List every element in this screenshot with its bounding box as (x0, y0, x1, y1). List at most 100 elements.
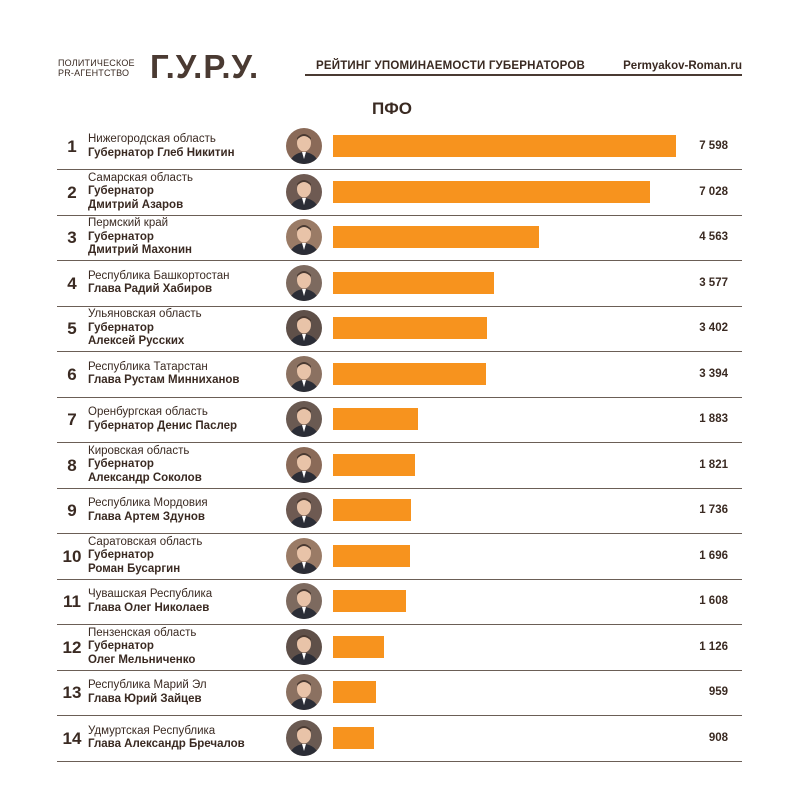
value-bar (333, 453, 415, 476)
value-bar (333, 544, 410, 567)
value-label: 1 608 (699, 595, 728, 607)
row-divider (57, 624, 742, 625)
value-label: 1 821 (699, 458, 728, 471)
ranking-row: 2 Самарская область Губернатор Дмитрий Азар… (57, 170, 742, 216)
value-label: 3 402 (699, 322, 728, 334)
value-bar (333, 362, 486, 385)
row-text: Республика Башкортостан Глава Радий Хабир… (88, 261, 288, 306)
official-name: Глава Рустам Минниханов (88, 374, 240, 386)
row-divider (57, 396, 742, 398)
official-name: Дмитрий Азаров (88, 198, 184, 211)
ranking-row: 7 Оренбургская область Губернатор Денис Па… (57, 397, 742, 443)
value-label: 1 883 (699, 413, 728, 425)
value-bar (333, 681, 376, 703)
value-label: 1 736 (699, 504, 728, 516)
site-link[interactable]: Permyakov-Roman.ru (623, 60, 742, 72)
row-text: Республика Марий Эл Глава Юрий Зайцев (88, 670, 288, 715)
region-name: Нижегородская область (88, 133, 216, 145)
rank-number: 4 (67, 273, 77, 293)
chart-title: ПФО (372, 99, 412, 118)
official-photo (286, 628, 322, 665)
official-name: Алексей Русских (88, 335, 185, 348)
official-photo (286, 719, 322, 756)
ranking-row: 14 Удмуртская Республика Глава Александр Б… (57, 716, 742, 762)
official-name: Губернатор Денис Паслер (88, 419, 238, 432)
official-photo (286, 401, 322, 437)
row-divider (57, 442, 742, 443)
row-text: Кировская область Губернатор Александр Сок… (88, 443, 288, 488)
official-photo (286, 173, 322, 210)
region-name: Кировская область (88, 444, 190, 457)
official-name: Губернатор (88, 640, 154, 653)
row-divider (57, 578, 742, 580)
official-name: Олег Мельниченко (88, 653, 196, 666)
official-name: Роман Бусаргин (88, 562, 181, 575)
agency-line-2: PR-АГЕНТСТВО (58, 68, 130, 78)
rank-number: 1 (67, 137, 77, 156)
region-name: Пермский край (88, 217, 169, 230)
official-name: Александр Соколов (88, 471, 202, 484)
value-bar (333, 135, 676, 157)
official-name: Губернатор (88, 185, 154, 198)
official-photo (286, 674, 322, 710)
rank-number: 3 (67, 228, 77, 247)
value-label: 3 394 (699, 367, 728, 380)
value-bar (333, 180, 650, 203)
agency-label: ПОЛИТИЧЕСКОЕ PR-АГЕНТСТВО (58, 58, 135, 78)
rating-subtitle: РЕЙТИНГ УПОМИНАЕМОСТИ ГУБЕРНАТОРОВ (316, 60, 586, 72)
ranking-row: 8 Кировская область Губернатор Александр Со… (57, 443, 742, 489)
rank-number: 9 (67, 501, 77, 520)
header: ПОЛИТИЧЕСКОЕ PR-АГЕНТСТВО Г.У.Р.У. РЕЙТИ… (58, 50, 742, 84)
row-text: Республика Мордовия Глава Артем Здунов (88, 488, 288, 533)
value-label: 1 696 (699, 549, 728, 562)
agency-line-1: ПОЛИТИЧЕСКОЕ (58, 58, 135, 68)
row-divider (57, 669, 742, 671)
row-divider (57, 715, 742, 716)
official-name: Губернатор (88, 230, 154, 243)
rank-number: 13 (62, 683, 82, 702)
region-name: Удмуртская Республика (88, 724, 216, 737)
official-photo (286, 355, 322, 392)
official-name: Глава Олег Николаев (88, 601, 210, 614)
ranking-row: 9 Республика Мордовия Глава Артем Здунов 1 … (57, 488, 742, 534)
region-name: Чувашская Республика (88, 588, 213, 600)
ranking-row: 6 Республика Татарстан Глава Рустам Минних… (57, 352, 742, 398)
region-name: Республика Марий Эл (88, 679, 207, 691)
row-divider (57, 533, 742, 534)
row-text: Удмуртская Республика Глава Александр Бре… (88, 716, 288, 761)
official-name: Губернатор (88, 458, 154, 471)
region-name: Самарская область (88, 171, 193, 184)
row-divider (57, 169, 742, 170)
row-text: Саратовская область Губернатор Роман Бусар… (88, 534, 288, 579)
value-bar (333, 726, 374, 749)
value-bar (333, 226, 539, 248)
value-label: 3 577 (699, 276, 728, 289)
value-bar (333, 590, 406, 612)
rank-number: 12 (62, 637, 82, 657)
rank-number: 11 (63, 592, 81, 611)
official-name: Глава Артем Здунов (88, 510, 205, 523)
value-label: 908 (708, 731, 728, 744)
ranking-row: 5 Ульяновская область Губернатор Алексей Ру… (57, 306, 742, 352)
official-photo (286, 492, 322, 528)
region-name: Ульяновская область (88, 308, 202, 321)
ranking-row: 4 Республика Башкортостан Глава Радий Хаби… (57, 261, 742, 307)
rank-number: 14 (62, 728, 82, 748)
official-name: Губернатор (88, 549, 154, 562)
row-text: Пермский край Губернатор Дмитрий Махонин (88, 215, 288, 260)
row-divider (57, 214, 742, 216)
official-name: Глава Юрий Зайцев (88, 692, 202, 705)
official-name: Губернатор (88, 321, 154, 334)
region-name: Пензенская область (88, 626, 197, 639)
row-text: Ульяновская область Губернатор Алексей Рус… (88, 306, 288, 351)
row-text: Пензенская область Губернатор Олег Мельнич… (88, 625, 288, 670)
row-divider (57, 760, 742, 762)
value-bar (333, 271, 494, 294)
value-label: 1 126 (699, 640, 728, 653)
official-name: Дмитрий Махонин (88, 244, 192, 257)
official-photo (286, 219, 322, 255)
region-name: Саратовская область (88, 535, 203, 548)
rank-number: 5 (67, 319, 77, 338)
row-text: Самарская область Губернатор Дмитрий Азаро… (88, 170, 288, 215)
rank-number: 8 (67, 455, 77, 475)
